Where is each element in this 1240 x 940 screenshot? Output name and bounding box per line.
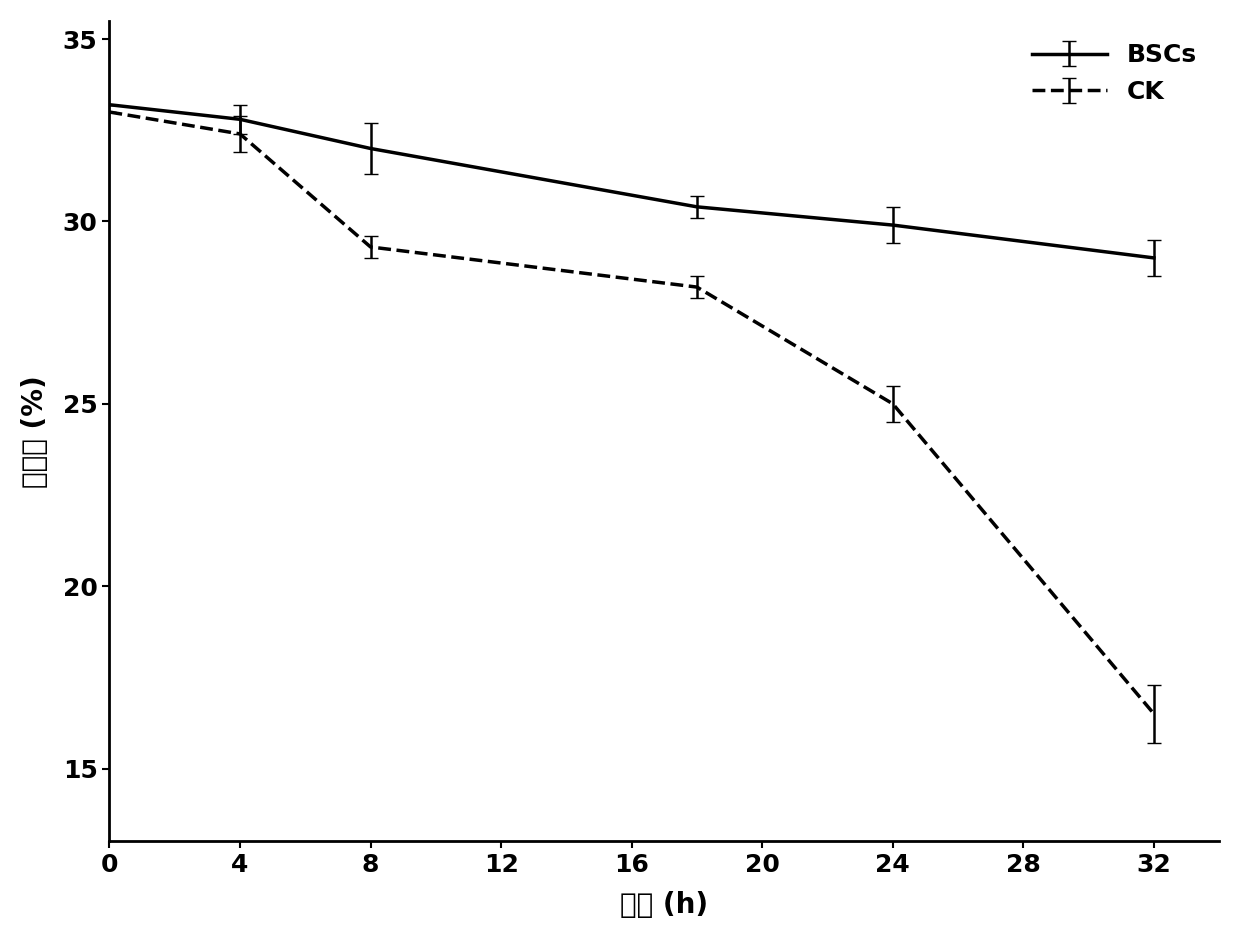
X-axis label: 历时 (h): 历时 (h) xyxy=(620,891,708,919)
Legend: BSCs, CK: BSCs, CK xyxy=(1022,33,1207,114)
Y-axis label: 含水率 (%): 含水率 (%) xyxy=(21,375,48,488)
